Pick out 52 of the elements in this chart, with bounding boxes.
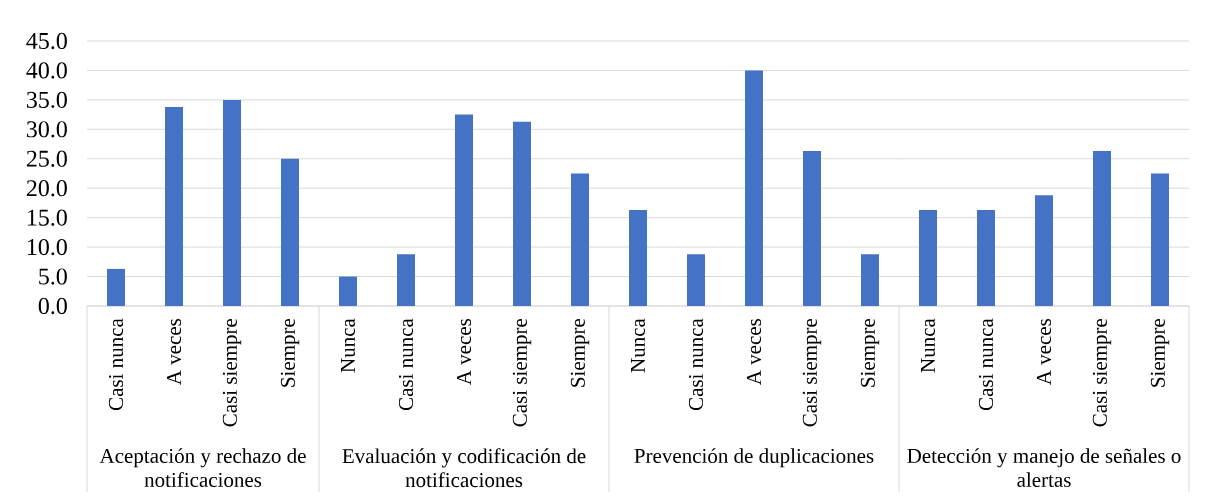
bar — [629, 210, 647, 306]
x-tick-label: Nunca — [921, 318, 935, 373]
bar — [1092, 151, 1111, 306]
x-tick-label: Casi siempre — [222, 318, 242, 427]
bar — [107, 268, 126, 306]
y-tick-label: 10.0 — [27, 238, 67, 256]
bar — [455, 114, 473, 306]
y-tick-label: 0.0 — [38, 297, 67, 315]
x-tick-label: Casi siempre — [1092, 318, 1112, 427]
bar — [397, 254, 416, 306]
bar — [513, 121, 531, 306]
x-tick-label: A veces — [456, 318, 472, 386]
x-tick-label: Casi nunca — [108, 318, 124, 411]
x-tick-label: Siempre — [280, 318, 300, 387]
bar — [571, 173, 589, 306]
y-tick-label: 20.0 — [26, 180, 67, 197]
bar — [745, 70, 763, 306]
y-tick-label: 35.0 — [26, 91, 67, 109]
x-tick-label: Siempre — [570, 318, 590, 387]
bar — [339, 276, 358, 306]
bar — [977, 210, 995, 306]
x-tick-label: Nunca — [341, 318, 355, 373]
bar — [223, 99, 242, 306]
y-tick-label: 30.0 — [26, 121, 67, 138]
x-tick-label: Siempre — [1150, 318, 1170, 387]
y-tick-label: 5.0 — [39, 268, 67, 285]
y-tick-label: 25.0 — [26, 150, 67, 167]
x-tick-label: A veces — [166, 318, 182, 386]
bar — [803, 151, 821, 306]
y-tick-label: 45.0 — [26, 32, 67, 50]
x-axis-title: Aceptación y rechazo de notificaciones — [99, 448, 306, 487]
x-tick-label: Siempre — [860, 318, 880, 387]
bar — [687, 254, 705, 306]
x-tick-label: A veces — [1036, 318, 1052, 386]
x-axis-title: Evaluación y codificación de notificaciones — [342, 448, 586, 488]
x-tick-label: Casi siempre — [802, 318, 822, 427]
bar — [861, 254, 879, 306]
bar — [1035, 195, 1053, 306]
x-axis-title: Detección y manejo de señales o alertas — [907, 448, 1181, 487]
y-tick-label: 40.0 — [26, 62, 67, 79]
x-tick-label: Nunca — [631, 318, 645, 373]
bar — [165, 106, 184, 306]
bar — [919, 210, 937, 306]
x-tick-label: Casi nunca — [398, 318, 414, 411]
x-tick-label: A veces — [746, 318, 762, 386]
bar — [281, 158, 300, 306]
bar — [1150, 173, 1169, 306]
x-tick-label: Casi nunca — [688, 318, 704, 411]
x-axis-title: Prevención de duplicaciones — [634, 448, 874, 468]
x-tick-label: Casi nunca — [978, 318, 994, 411]
y-tick-label: 15.0 — [27, 209, 67, 226]
x-tick-label: Casi siempre — [512, 318, 532, 427]
